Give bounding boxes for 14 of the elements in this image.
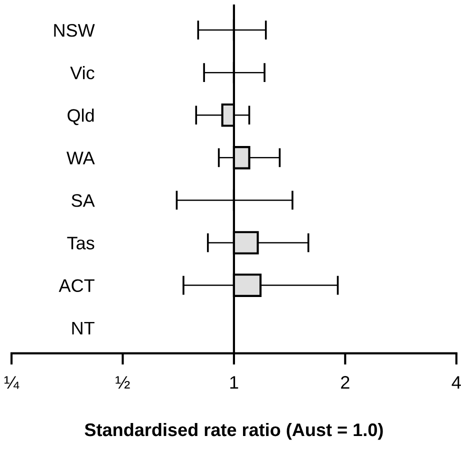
y-tick-label: NT	[72, 322, 94, 334]
x-tick-label: 1	[230, 376, 238, 389]
y-tick-label: Vic	[70, 66, 94, 80]
x-tick-label: ½	[116, 376, 130, 389]
y-tick-label: WA	[66, 152, 95, 164]
y-tick-label: Qld	[68, 108, 94, 126]
x-tick-label: ¼	[4, 376, 20, 389]
y-tick-label: NSW	[54, 24, 95, 37]
y-tick-label: ACT	[58, 279, 94, 292]
y-tick-label: SA	[72, 194, 95, 207]
x-tick-label: 2	[341, 376, 350, 389]
x-tick-label: 4	[452, 376, 461, 389]
y-tick-label: Tas	[67, 236, 94, 250]
x-axis-title: Standardised rate ratio (Aust = 1.0)	[84, 422, 383, 440]
